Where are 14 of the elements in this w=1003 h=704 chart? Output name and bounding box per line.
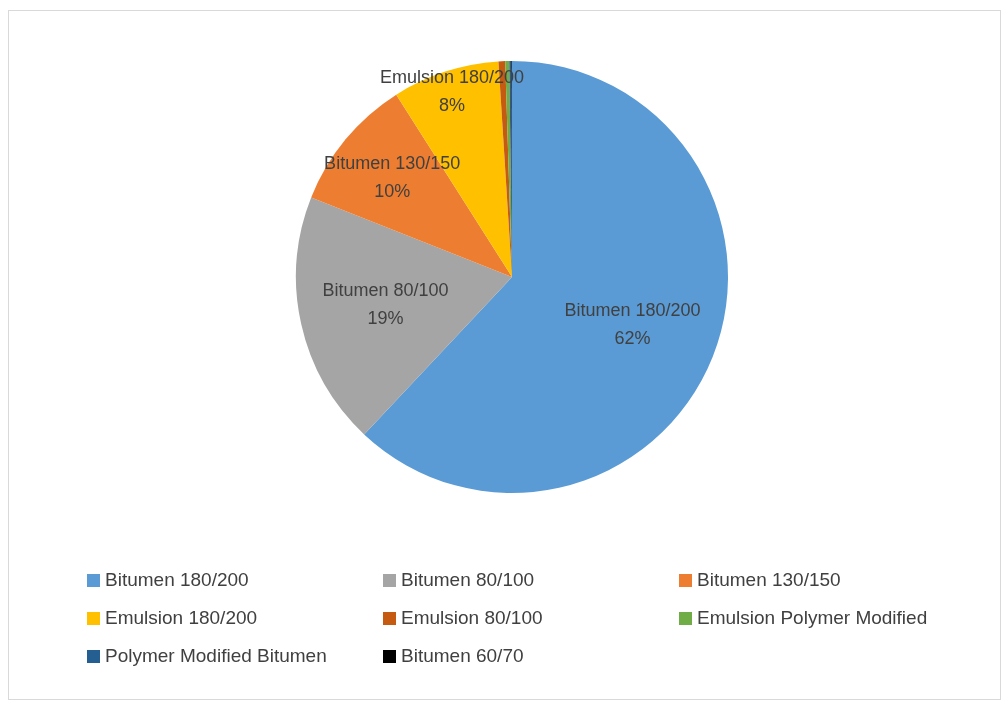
legend-label: Polymer Modified Bitumen (105, 645, 327, 667)
data-label: 8% (438, 95, 465, 116)
data-label: 62% (614, 327, 651, 348)
legend-label: Emulsion Polymer Modified (697, 607, 928, 629)
data-label: 19% (367, 308, 404, 329)
legend-label: Emulsion 180/200 (105, 607, 258, 629)
legend-label: Bitumen 130/150 (697, 569, 841, 591)
legend-label: Bitumen 60/70 (401, 645, 524, 667)
legend-label: Emulsion 80/100 (401, 607, 543, 629)
legend-label: Bitumen 180/200 (105, 569, 249, 591)
legend-label: Bitumen 80/100 (401, 569, 535, 591)
slice-label: Bitumen 80/100 (322, 280, 449, 301)
slice-label: Bitumen 180/200 (564, 299, 701, 320)
data-label: 10% (374, 180, 411, 201)
